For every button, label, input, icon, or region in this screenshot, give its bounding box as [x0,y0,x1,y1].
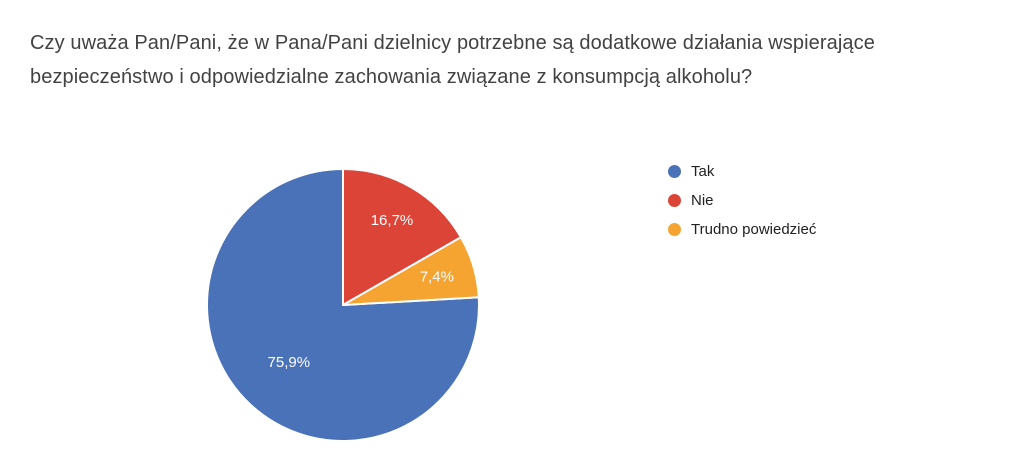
legend-item-1: Nie [668,191,816,209]
pie-slice-label-0: 75,9% [268,354,311,371]
legend-swatch-icon [668,222,681,236]
legend-swatch-icon [668,193,681,207]
pie-slice-label-2: 7,4% [420,269,454,286]
legend-item-0: Tak [668,162,816,180]
pie-slice-1[interactable] [342,168,462,306]
legend-label: Trudno powiedzieć [691,220,817,238]
legend-item-2: Trudno powiedzieć [668,220,817,238]
pie-slice-2[interactable] [342,236,480,306]
legend-label: Nie [691,191,714,209]
question-title: Czy uważa Pan/Pani, że w Pana/Pani dziel… [30,32,875,88]
pie-chart: 75,9% 16,7% 7,4% [205,168,480,442]
legend-label: Tak [691,162,715,180]
chart-legend: Tak Nie Trudno powiedzieć [668,163,816,250]
legend-swatch-icon [668,164,681,178]
pie-slice-label-1: 16,7% [371,212,414,229]
